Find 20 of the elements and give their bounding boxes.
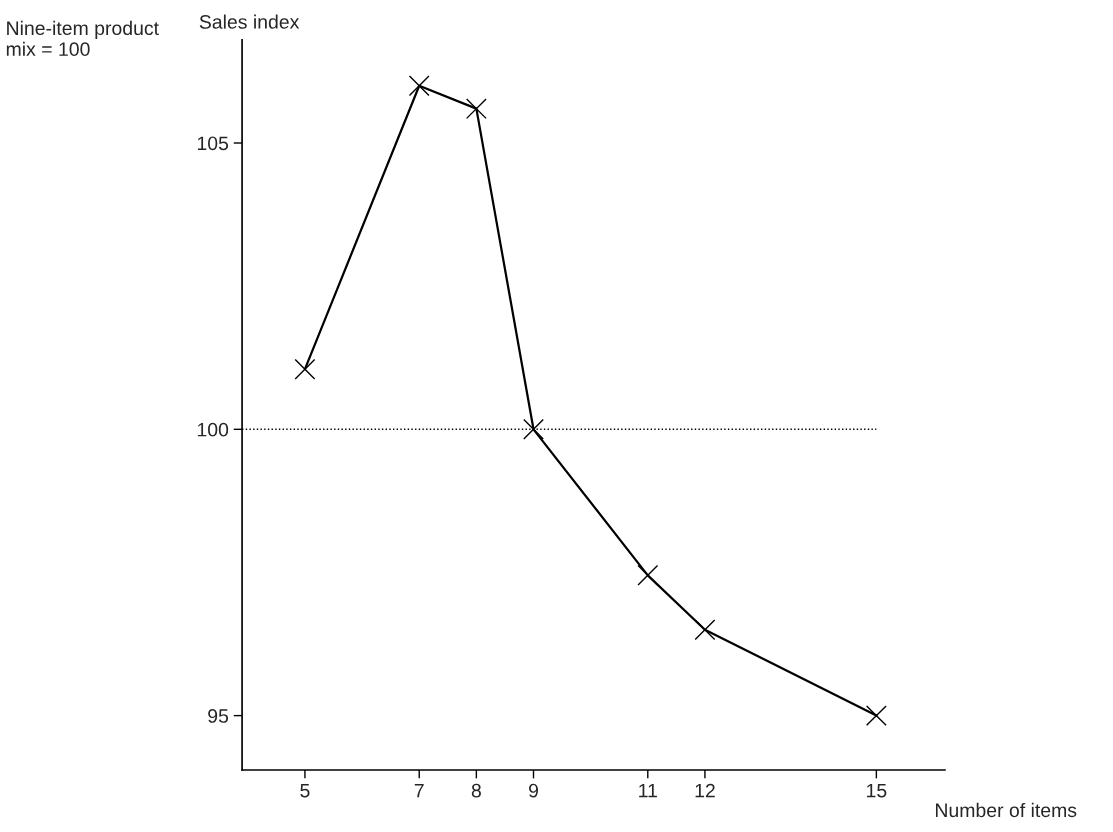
y-axis-title: Sales index	[199, 14, 300, 29]
x-axis-title: Number of items	[935, 802, 1077, 818]
point	[408, 75, 430, 97]
x-tick-label: 15	[867, 783, 887, 798]
x-tick-label: 8	[471, 783, 481, 798]
y-tick-label: 105	[197, 136, 229, 151]
point	[523, 418, 544, 440]
y-tick-label: 95	[208, 709, 229, 723]
x-tick-label: 11	[639, 783, 657, 798]
point	[865, 705, 887, 727]
x-tick-label: 7	[414, 783, 424, 798]
point	[694, 619, 716, 641]
point	[465, 98, 487, 120]
point	[637, 564, 659, 586]
x-tick-label: 9	[529, 783, 538, 798]
x-tick-label: 12	[695, 783, 715, 798]
y-tick-label: 100	[197, 422, 229, 437]
text: Nine-item product mix = 100	[6, 20, 159, 57]
x-tick-label: 5	[300, 783, 310, 798]
point	[294, 358, 316, 380]
